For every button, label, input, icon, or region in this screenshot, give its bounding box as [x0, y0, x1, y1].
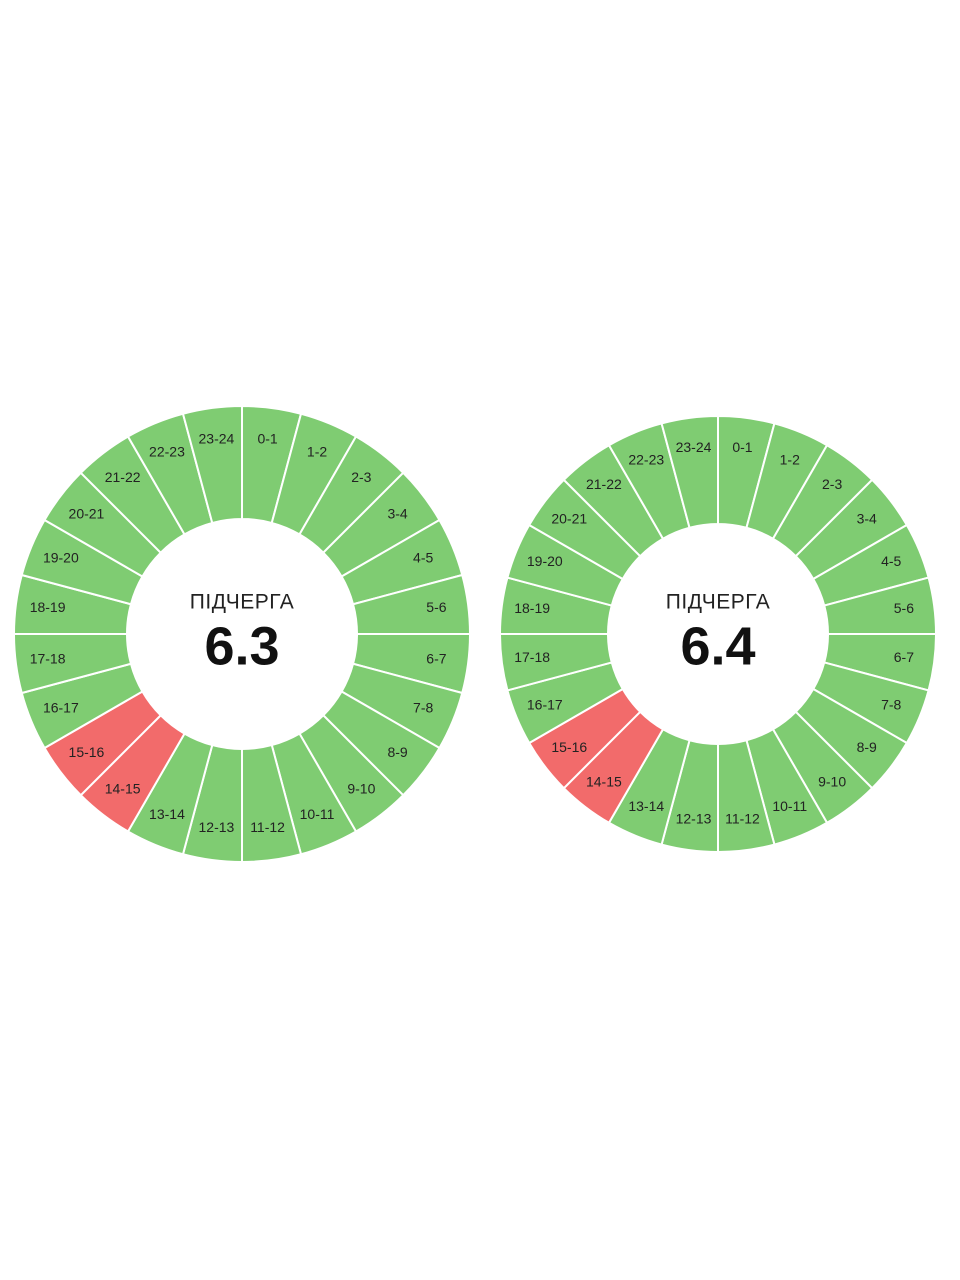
hour-label: 17-18: [514, 649, 550, 665]
hour-label: 21-22: [105, 469, 141, 485]
hour-label: 16-17: [527, 696, 563, 712]
hour-label: 19-20: [43, 550, 79, 566]
queue-number: 6.4: [680, 616, 755, 676]
hour-label: 23-24: [199, 430, 235, 446]
hour-label: 5-6: [894, 600, 914, 616]
hour-label: 12-13: [676, 811, 712, 827]
hour-label: 17-18: [30, 650, 66, 666]
hour-segment: [660, 414, 719, 529]
hour-label: 20-21: [69, 505, 105, 521]
hour-label: 18-19: [30, 599, 66, 615]
hour-label: 5-6: [426, 599, 446, 615]
queue-caption: ПІДЧЕРГА: [190, 591, 294, 614]
hour-label: 19-20: [527, 553, 563, 569]
hour-label: 6-7: [894, 649, 914, 665]
hour-label: 8-9: [387, 744, 407, 760]
schedule-wheel: 0-1 1-2 2-3 3-4 4-5 5-6 6-7 7-8 8-9 9-10 10-11 11-1…: [12, 404, 472, 864]
hour-label: 13-14: [628, 798, 664, 814]
hour-label: 10-11: [300, 806, 335, 822]
hour-label: 8-9: [857, 739, 877, 755]
hour-label: 18-19: [514, 600, 550, 616]
hour-label: 23-24: [676, 439, 712, 455]
hour-label: 16-17: [43, 700, 79, 716]
hour-label: 21-22: [586, 476, 622, 492]
queue-number: 6.3: [204, 616, 279, 676]
hour-label: 22-23: [149, 444, 185, 460]
hour-label: 22-23: [628, 451, 664, 467]
hour-label: 0-1: [257, 430, 277, 446]
hour-label: 12-13: [199, 819, 235, 835]
hour-label: 14-15: [105, 780, 141, 796]
hour-label: 2-3: [822, 476, 842, 492]
hour-label: 7-8: [413, 700, 433, 716]
hour-label: 4-5: [881, 553, 901, 569]
hour-label: 11-12: [725, 811, 760, 827]
hour-label: 2-3: [351, 469, 371, 485]
hour-label: 3-4: [857, 511, 877, 527]
hour-label: 14-15: [586, 773, 622, 789]
hour-label: 1-2: [780, 451, 800, 467]
hour-label: 9-10: [347, 780, 375, 796]
hour-label: 0-1: [732, 439, 752, 455]
hour-label: 9-10: [818, 773, 846, 789]
hour-label: 4-5: [413, 550, 433, 566]
hour-label: 15-16: [69, 744, 105, 760]
hour-label: 6-7: [426, 650, 446, 666]
hour-label: 13-14: [149, 806, 185, 822]
hour-label: 1-2: [307, 444, 327, 460]
hour-label: 11-12: [250, 819, 285, 835]
hour-label: 20-21: [551, 511, 587, 527]
queue-caption: ПІДЧЕРГА: [666, 591, 770, 614]
schedule-wheel: 0-1 1-2 2-3 3-4 4-5 5-6 6-7 7-8 8-9 9-10 10-11 11-1…: [498, 414, 938, 854]
hour-label: 3-4: [387, 505, 407, 521]
hour-label: 15-16: [551, 739, 587, 755]
hour-segment: [181, 404, 243, 525]
hour-label: 7-8: [881, 696, 901, 712]
hour-label: 10-11: [772, 798, 807, 814]
